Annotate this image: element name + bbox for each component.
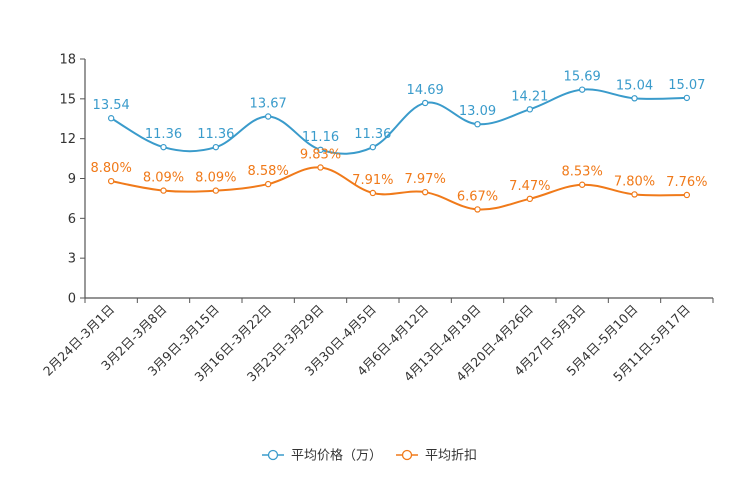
series-2-point[interactable] [212, 187, 220, 194]
y-tick-label: 9 [68, 172, 76, 187]
series-1-data-label: 13.09 [459, 104, 496, 119]
series-layer [107, 86, 691, 213]
series-1-line [110, 88, 687, 155]
series-2-data-label: 8.53% [562, 165, 603, 180]
series-1-data-label: 13.67 [250, 96, 287, 111]
series-1-data-label: 11.16 [302, 130, 339, 145]
series-2-data-label: 7.91% [352, 173, 393, 188]
series-1-point[interactable] [526, 106, 534, 113]
series-1-data-label: 11.36 [197, 127, 234, 142]
series-2-point[interactable] [107, 177, 115, 185]
series-2-point[interactable] [474, 206, 481, 213]
series-2 [107, 164, 691, 213]
series-2-point[interactable] [683, 191, 691, 199]
series-2-data-label: 7.76% [666, 175, 707, 190]
series-1-data-label: 11.36 [354, 127, 391, 142]
series-2-point[interactable] [317, 164, 324, 171]
series-1-data-label: 15.04 [616, 78, 653, 93]
legend-circle-marker [267, 449, 279, 461]
series-2-data-label: 7.80% [614, 174, 655, 189]
series-1-point[interactable] [474, 120, 481, 128]
series-2-point[interactable] [369, 189, 377, 197]
series-2-data-label: 8.09% [143, 171, 184, 186]
y-tick-label: 18 [59, 53, 76, 68]
y-tick-label: 6 [68, 212, 76, 227]
legend-label: 平均折扣 [425, 449, 477, 464]
series-1-point[interactable] [421, 99, 429, 107]
series-1-point[interactable] [578, 86, 586, 93]
series-1-data-label: 15.07 [668, 78, 705, 93]
series-1-point[interactable] [160, 143, 167, 151]
series-2-point[interactable] [421, 188, 429, 196]
series-2-data-label: 8.09% [195, 171, 236, 186]
series-2-data-label: 7.47% [509, 179, 550, 194]
series-2-data-label: 6.67% [457, 189, 498, 204]
series-2-data-label: 8.80% [91, 161, 132, 176]
y-tick-label: 3 [68, 252, 76, 267]
series-1-point[interactable] [683, 94, 691, 102]
series-2-point[interactable] [578, 181, 586, 188]
legend-circle-marker [401, 449, 413, 461]
series-2-line [110, 166, 687, 211]
legend-item-2[interactable]: 平均折扣 [396, 449, 477, 464]
axes-layer: 03691215182月24日-3月1日3月2日-3月8日3月9日-3月15日3… [40, 53, 714, 384]
series-2-point[interactable] [160, 187, 167, 194]
legend-item-1[interactable]: 平均价格（万） [262, 448, 382, 464]
series-2-point[interactable] [264, 180, 272, 188]
series-2-data-label: 8.58% [248, 164, 289, 179]
series-2-data-label: 9.83% [300, 147, 341, 162]
data-labels-layer: 13.54 11.36 11.36 13.67 11.16 11.36 14.69 13.09… [91, 70, 708, 205]
legend[interactable]: 平均价格（万） 平均折扣 [262, 448, 477, 464]
series-1-point[interactable] [317, 146, 324, 154]
series-2-point[interactable] [631, 191, 638, 198]
y-tick-label: 15 [59, 92, 76, 107]
legend-label: 平均价格（万） [291, 448, 382, 464]
series-1-data-label: 15.69 [564, 70, 601, 85]
series-1 [107, 86, 691, 155]
series-2-point[interactable] [526, 195, 534, 203]
series-1-data-label: 14.21 [511, 89, 548, 104]
series-1-point[interactable] [369, 143, 377, 151]
series-1-data-label: 13.54 [93, 98, 130, 113]
y-tick-label: 0 [68, 292, 76, 307]
series-2-data-label: 7.97% [405, 172, 446, 187]
series-1-point[interactable] [631, 95, 638, 102]
series-1-point[interactable] [107, 115, 115, 122]
series-1-data-label: 11.36 [145, 127, 182, 142]
series-1-data-label: 14.69 [407, 83, 444, 98]
series-1-point[interactable] [212, 143, 220, 151]
y-tick-label: 12 [59, 132, 76, 147]
series-1-point[interactable] [264, 113, 272, 120]
